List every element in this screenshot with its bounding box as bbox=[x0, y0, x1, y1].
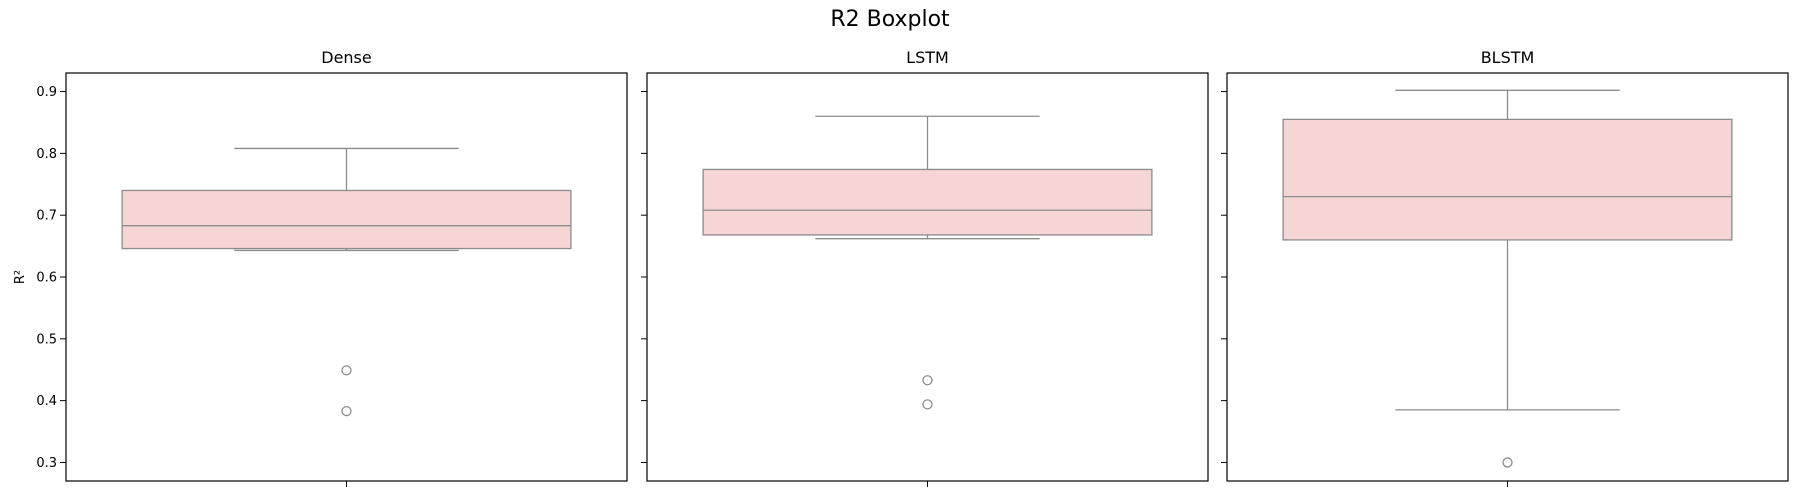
panel-title: BLSTM bbox=[1481, 48, 1535, 67]
box bbox=[1282, 118, 1733, 241]
y-tick-label: 0.6 bbox=[36, 271, 57, 286]
panel-title: LSTM bbox=[906, 48, 949, 67]
y-tick-label: 0.3 bbox=[36, 456, 57, 471]
axes-frame bbox=[65, 72, 628, 482]
panel-dense: Dense 0.3 0.4 0.5 0.6 0.7 0.8 0.9 bbox=[36, 48, 628, 487]
axes-frame bbox=[1226, 72, 1789, 482]
outlier-point bbox=[922, 375, 933, 386]
outlier-point bbox=[341, 365, 352, 376]
y-tick-label: 0.8 bbox=[36, 147, 57, 162]
outlier-point bbox=[341, 405, 352, 417]
y-tick-label: 0.5 bbox=[36, 332, 57, 347]
box bbox=[121, 189, 572, 250]
y-tick-label: 0.9 bbox=[36, 85, 57, 100]
y-tick-label: 0.4 bbox=[36, 394, 57, 409]
outlier-point bbox=[922, 399, 933, 410]
panel-title: Dense bbox=[321, 48, 371, 67]
panels: Dense 0.3 0.4 0.5 0.6 0.7 0.8 0.9 LSTM BLSTM R² bbox=[13, 48, 1789, 487]
y-axis-label: R² bbox=[13, 270, 28, 284]
figure-title: R2 Boxplot bbox=[830, 7, 950, 32]
outlier-point bbox=[1502, 457, 1513, 468]
axes-frame bbox=[646, 72, 1209, 482]
panel-lstm: LSTM bbox=[641, 48, 1209, 487]
panel-blstm: BLSTM bbox=[1221, 48, 1789, 487]
box bbox=[702, 168, 1153, 236]
y-tick-label: 0.7 bbox=[36, 209, 57, 224]
